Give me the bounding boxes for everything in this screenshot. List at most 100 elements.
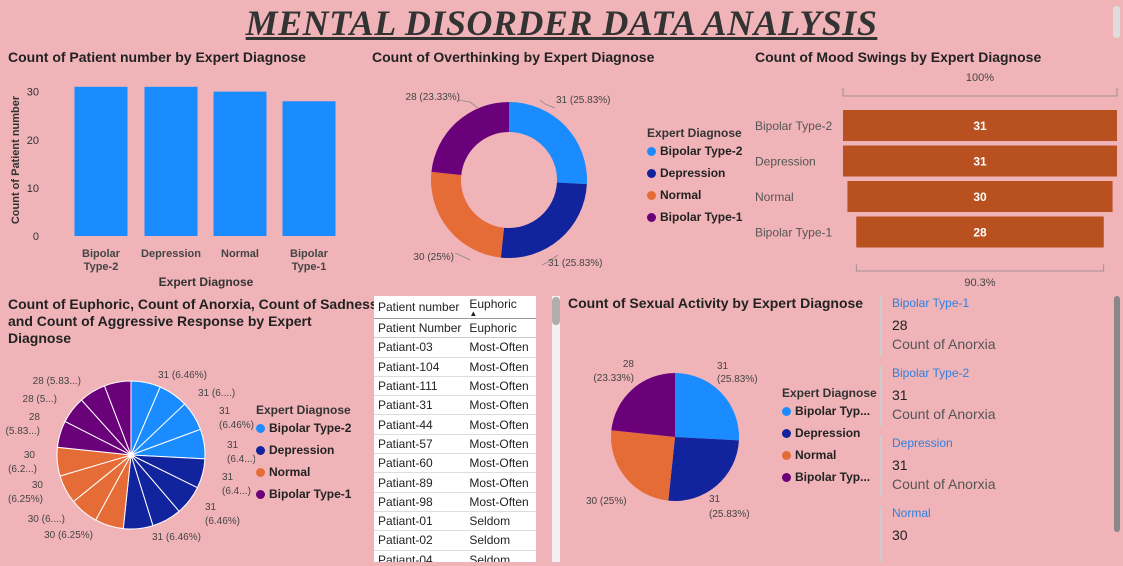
funnel-top-label: 100% xyxy=(966,72,994,84)
legend-item[interactable]: Normal xyxy=(782,444,877,466)
pie-slice[interactable] xyxy=(611,430,675,501)
leader-line xyxy=(842,88,1118,97)
data-label: (6.46%) xyxy=(219,420,254,431)
funnel-bar[interactable] xyxy=(847,181,1113,212)
page-scrollbar[interactable] xyxy=(1113,6,1120,38)
legend-dot-icon xyxy=(256,489,265,499)
legend-item[interactable]: Depression xyxy=(782,422,877,444)
col-header-euphoric[interactable]: Euphoric ▲ xyxy=(465,296,536,319)
data-label: 31 (6....) xyxy=(198,388,235,399)
sort-arrow-icon[interactable]: ▲ xyxy=(469,309,478,318)
table-row[interactable]: Patiant-03 Most-Often xyxy=(374,337,536,358)
funnel-bar[interactable] xyxy=(856,216,1104,248)
pie-slice[interactable] xyxy=(103,380,132,456)
cards-scrollbar[interactable] xyxy=(1114,296,1120,532)
legend-item[interactable]: Bipolar Type-1 xyxy=(647,206,742,228)
legend-dot-icon xyxy=(782,406,791,416)
funnel-bar[interactable] xyxy=(843,145,1117,177)
patient-cell: Patiant-104 xyxy=(374,357,466,377)
card-category: Bipolar Type-2 xyxy=(892,366,970,380)
data-label: 30 xyxy=(32,480,44,491)
multi-pie-chart[interactable]: 31 (6.46%) 31 (6....) 31 (6.46%) 31 (6.4...) 3… xyxy=(0,360,255,560)
legend-label: Bipolar Typ... xyxy=(795,404,871,418)
data-label: (25.83%) xyxy=(709,509,750,520)
legend-dot-icon xyxy=(782,472,791,482)
table-row[interactable]: Patiant-57 Most-Often xyxy=(374,434,536,455)
legend-dot-icon xyxy=(647,212,656,222)
patient-cell: Patiant-44 xyxy=(374,414,466,435)
table-row[interactable]: Patiant-02 Seldom xyxy=(374,530,536,551)
donut-chart[interactable]: 31 (25.83%) 31 (25.83%) 30 (25%) 28 (23.33%… xyxy=(370,70,630,292)
euphoric-cell: Most-Often xyxy=(465,357,536,377)
legend-dot-icon xyxy=(647,146,656,156)
legend-item[interactable]: Bipolar Type-2 xyxy=(256,417,351,439)
col-header-patient[interactable]: Patient number xyxy=(374,296,466,319)
data-label: 31 (6.46%) xyxy=(158,370,207,381)
table-row[interactable]: Patiant-60 Most-Often xyxy=(374,453,536,474)
table-row[interactable]: Patiant-44 Most-Often xyxy=(374,414,536,435)
pie-slice[interactable] xyxy=(431,171,504,258)
patient-table[interactable]: Patient number Euphoric ▲ Patient Number … xyxy=(374,296,536,562)
funnel-category: Normal xyxy=(755,190,794,204)
table-row[interactable]: Patiant-31 Most-Often xyxy=(374,395,536,416)
card-row: Depression 31 Count of Anorxia xyxy=(880,436,1114,496)
pie-slice[interactable] xyxy=(431,102,509,175)
donut-legend-title: Expert Diagnose xyxy=(647,126,742,140)
legend-item[interactable]: Depression xyxy=(256,439,351,461)
multi-row-card[interactable]: Bipolar Type-1 28 Count of Anorxia Bipolar … xyxy=(880,296,1114,562)
bar[interactable] xyxy=(213,91,267,236)
table-row[interactable]: Patiant-111 Most-Often xyxy=(374,376,536,397)
pie-slice[interactable] xyxy=(611,373,675,437)
legend-label: Bipolar Typ... xyxy=(795,470,871,484)
card-category: Normal xyxy=(892,506,931,520)
table-scrollbar-track[interactable] xyxy=(552,296,560,562)
legend-item[interactable]: Bipolar Type-1 xyxy=(256,483,351,505)
table-row[interactable]: Patiant-89 Most-Often xyxy=(374,472,536,493)
funnel-chart-title: Count of Mood Swings by Expert Diagnose xyxy=(755,49,1042,65)
data-label: (6.46%) xyxy=(205,516,240,527)
euphoric-cell: Most-Often xyxy=(465,492,536,512)
funnel-bar[interactable] xyxy=(843,110,1117,141)
pie-slice[interactable] xyxy=(668,437,739,501)
table-scrollbar-thumb[interactable] xyxy=(552,297,560,325)
pie-chart[interactable]: 31 (25.83%) 31 (25.83%) 30 (25%) 28 (23.33%) xyxy=(570,350,780,525)
legend-item[interactable]: Normal xyxy=(256,461,351,483)
multi-pie-title: Count of Euphoric, Count of Anorxia, Cou… xyxy=(8,296,378,346)
legend-label: Bipolar Type-1 xyxy=(269,487,352,501)
table-row[interactable]: Patiant-98 Most-Often xyxy=(374,492,536,512)
patient-cell: Patiant-57 xyxy=(374,434,466,455)
legend-item[interactable]: Normal xyxy=(647,184,742,206)
data-label: (6.4...) xyxy=(222,486,251,497)
pie-slice[interactable] xyxy=(675,373,739,441)
x-tick-label: Bipolar xyxy=(82,248,121,260)
card-label: Count of Anorxia xyxy=(892,406,996,422)
legend-item[interactable]: Bipolar Typ... xyxy=(782,400,877,422)
legend-item[interactable]: Bipolar Type-2 xyxy=(647,140,742,162)
pie-legend: Expert Diagnose Bipolar Typ... Depression… xyxy=(782,386,877,488)
bar[interactable] xyxy=(282,101,336,236)
data-label: 31 (25.83%) xyxy=(556,95,610,106)
pie-slice[interactable] xyxy=(509,102,587,185)
table-row[interactable]: Patiant-01 Seldom xyxy=(374,511,536,532)
legend-item[interactable]: Bipolar Typ... xyxy=(782,466,877,488)
legend-dot-icon xyxy=(256,467,265,477)
funnel-chart[interactable]: 100% 31 Bipolar Type-2 31 Depression 30 Normal… xyxy=(750,66,1120,292)
bar[interactable] xyxy=(144,86,198,236)
euphoric-cell: Most-Often xyxy=(465,395,536,416)
euphoric-cell: Seldom xyxy=(465,530,536,551)
data-label: 31 xyxy=(205,502,217,513)
bar-chart-title: Count of Patient number by Expert Diagno… xyxy=(8,49,306,65)
legend-dot-icon xyxy=(782,428,791,438)
data-label: 31 xyxy=(219,406,231,417)
table-row[interactable]: Patiant-04 Seldom xyxy=(374,550,536,562)
bar[interactable] xyxy=(74,86,128,236)
table-row[interactable]: Patiant-104 Most-Often xyxy=(374,357,536,377)
multi-pie-legend-title: Expert Diagnose xyxy=(256,403,351,417)
data-label: 28 (5...) xyxy=(23,394,57,405)
data-label: 30 (6....) xyxy=(28,514,65,525)
euphoric-cell: Most-Often xyxy=(465,453,536,474)
legend-item[interactable]: Depression xyxy=(647,162,742,184)
x-tick-label: Depression xyxy=(141,248,201,260)
pie-slice[interactable] xyxy=(500,182,587,258)
